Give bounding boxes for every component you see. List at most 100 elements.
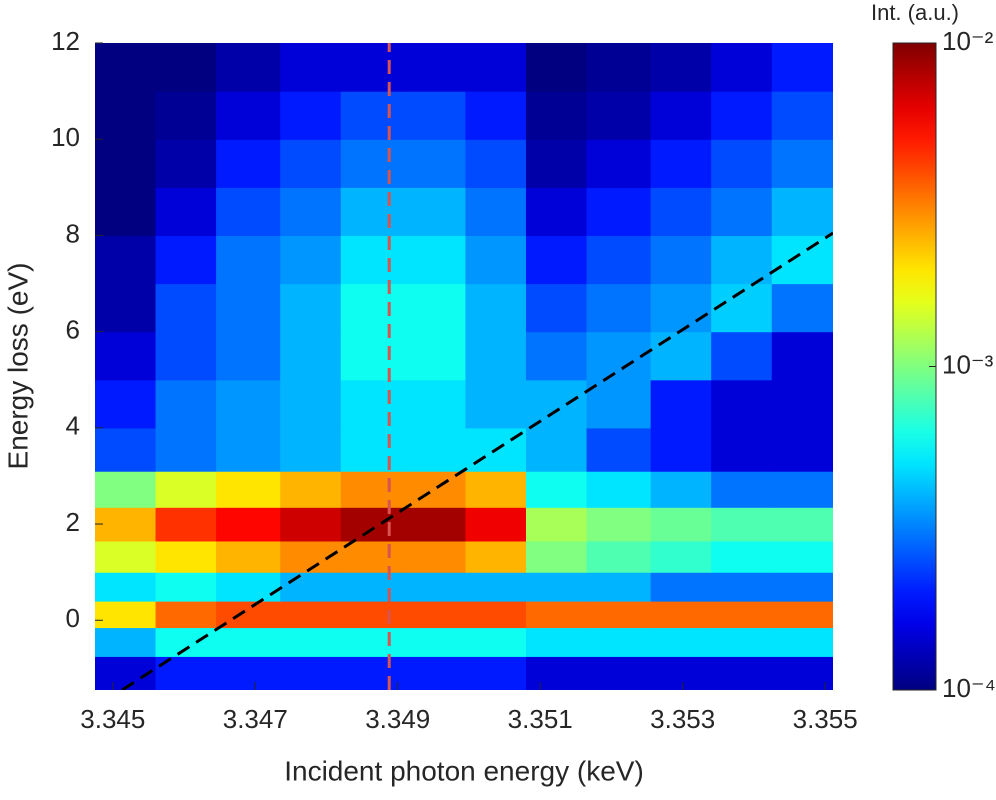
- heatmap-cell: [586, 379, 652, 429]
- heatmap-cell: [340, 427, 402, 472]
- y-tick-label: 12: [51, 26, 80, 56]
- heatmap: [95, 43, 833, 690]
- heatmap-cell: [525, 507, 588, 542]
- heatmap-cell: [771, 91, 833, 140]
- heatmap-cell: [340, 471, 402, 508]
- heatmap-cell: [465, 331, 527, 381]
- heatmap-cell: [525, 427, 588, 472]
- colorbar-tick-label: 10⁻²: [942, 26, 994, 56]
- heatmap-cell: [525, 540, 588, 573]
- heatmap-cell: [650, 427, 712, 472]
- heatmap-cell: [216, 379, 281, 429]
- heatmap-cell: [340, 572, 402, 602]
- heatmap-cell: [525, 187, 588, 237]
- heatmap-cell: [525, 331, 588, 381]
- heatmap-cell: [525, 235, 588, 285]
- heatmap-cell: [586, 283, 652, 333]
- heatmap-cell: [95, 379, 157, 429]
- heatmap-cell: [340, 91, 402, 140]
- heatmap-cell: [95, 331, 157, 381]
- heatmap-cell: [650, 627, 712, 657]
- heatmap-cell: [465, 283, 527, 333]
- heatmap-cell: [280, 187, 342, 237]
- x-axis-label: Incident photon energy (keV): [284, 755, 644, 786]
- heatmap-cell: [525, 627, 588, 657]
- heatmap-cell: [465, 235, 527, 285]
- heatmap-cell: [95, 187, 157, 237]
- heatmap-cell: [155, 572, 217, 602]
- heatmap-cell: [155, 283, 217, 333]
- heatmap-cell: [340, 139, 402, 188]
- heatmap-cell: [586, 43, 652, 92]
- heatmap-cell: [771, 43, 833, 92]
- heatmap-cell: [155, 471, 217, 508]
- heatmap-cell: [95, 139, 157, 188]
- heatmap-cell: [525, 471, 588, 508]
- heatmap-cell: [401, 91, 467, 140]
- heatmap-cell: [650, 43, 712, 92]
- heatmap-cell: [155, 507, 217, 542]
- heatmap-cell: [650, 540, 712, 573]
- heatmap-cell: [216, 540, 281, 573]
- heatmap-cell: [771, 540, 833, 573]
- heatmap-cell: [155, 331, 217, 381]
- heatmap-cell: [771, 283, 833, 333]
- heatmap-cell: [771, 235, 833, 285]
- heatmap-cell: [586, 540, 652, 573]
- heatmap-cell: [401, 379, 467, 429]
- heatmap-cell: [525, 43, 588, 92]
- heatmap-cell: [155, 43, 217, 92]
- heatmap-cell: [340, 379, 402, 429]
- heatmap-cell: [155, 427, 217, 472]
- x-tick-label: 3.351: [508, 704, 573, 734]
- y-tick-label: 2: [66, 507, 80, 537]
- heatmap-cell: [401, 331, 467, 381]
- heatmap-cell: [586, 235, 652, 285]
- colorbar-label: Int. (a.u.): [871, 0, 959, 25]
- heatmap-cell: [95, 235, 157, 285]
- heatmap-cell: [401, 235, 467, 285]
- heatmap-cell: [465, 627, 527, 657]
- heatmap-cell: [95, 91, 157, 140]
- heatmap-cell: [216, 139, 281, 188]
- y-tick-label: 6: [66, 314, 80, 344]
- heatmap-cell: [95, 507, 157, 542]
- heatmap-cell: [771, 572, 833, 602]
- heatmap-cell: [216, 601, 281, 629]
- heatmap-cell: [711, 601, 773, 629]
- heatmap-cell: [95, 427, 157, 472]
- heatmap-cell: [650, 235, 712, 285]
- heatmap-cell: [95, 627, 157, 657]
- heatmap-cell: [216, 235, 281, 285]
- heatmap-cell: [525, 656, 588, 690]
- heatmap-cell: [280, 471, 342, 508]
- heatmap-cell: [465, 379, 527, 429]
- heatmap-cell: [711, 572, 773, 602]
- colorbar-tick-label: 10⁻⁴: [942, 673, 996, 703]
- heatmap-cell: [401, 656, 467, 690]
- heatmap-cell: [95, 43, 157, 92]
- heatmap-cell: [650, 471, 712, 508]
- heatmap-cell: [586, 656, 652, 690]
- heatmap-cell: [155, 91, 217, 140]
- heatmap-cell: [280, 331, 342, 381]
- heatmap-cell: [216, 627, 281, 657]
- heatmap-cell: [711, 331, 773, 381]
- x-tick-label: 3.347: [223, 704, 288, 734]
- heatmap-cell: [216, 507, 281, 542]
- x-tick-label: 3.349: [365, 704, 430, 734]
- heatmap-cell: [586, 427, 652, 472]
- heatmap-cell: [216, 471, 281, 508]
- heatmap-cell: [95, 601, 157, 629]
- heatmap-cell: [340, 331, 402, 381]
- heatmap-cell: [280, 601, 342, 629]
- heatmap-cell: [280, 235, 342, 285]
- heatmap-cell: [216, 187, 281, 237]
- heatmap-cell: [401, 540, 467, 573]
- y-tick-label: 0: [66, 603, 80, 633]
- heatmap-cell: [216, 331, 281, 381]
- heatmap-cell: [401, 139, 467, 188]
- heatmap-cell: [216, 427, 281, 472]
- heatmap-cell: [340, 627, 402, 657]
